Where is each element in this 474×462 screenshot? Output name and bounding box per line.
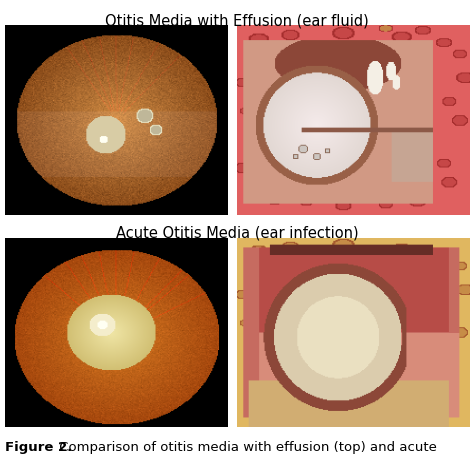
Text: Otitis Media with Effusion (ear fluid): Otitis Media with Effusion (ear fluid): [105, 13, 369, 28]
Text: Acute Otitis Media (ear infection): Acute Otitis Media (ear infection): [116, 226, 358, 241]
Text: Figure 2.: Figure 2.: [5, 441, 72, 454]
Text: Comparison of otitis media with effusion (top) and acute: Comparison of otitis media with effusion…: [55, 441, 437, 454]
